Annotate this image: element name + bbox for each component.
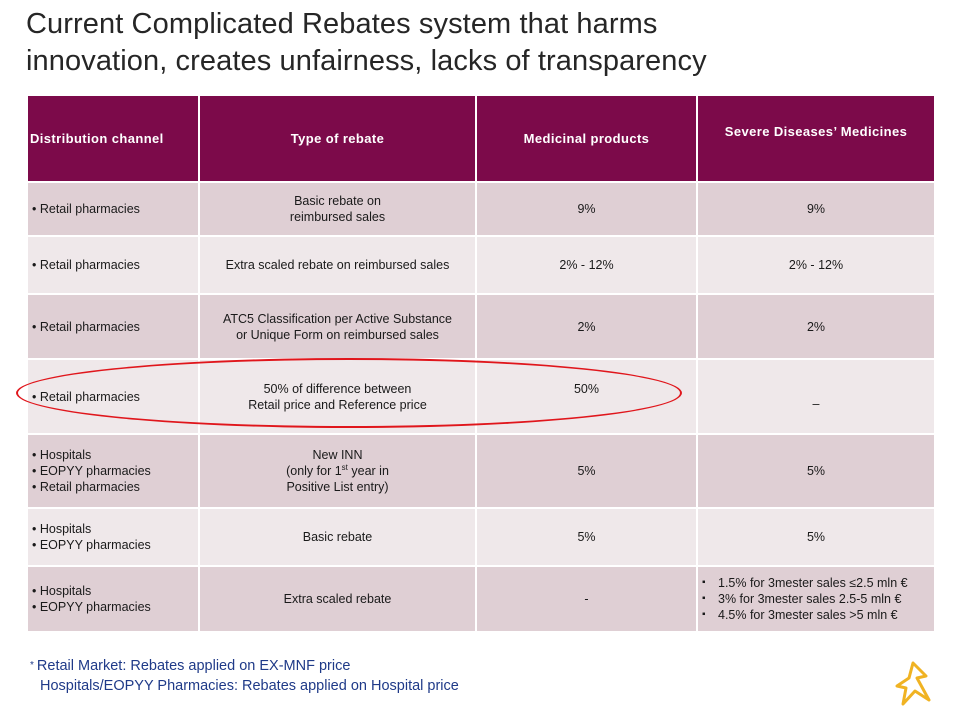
footnote-line-2: Hospitals/EOPYY Pharmacies: Rebates appl… [40,678,459,694]
severe-value: 5% [696,433,936,509]
rebate-type-text: year in [347,464,389,478]
table-row: • Retail pharmacies Extra scaled rebate … [26,235,936,295]
table-row: • Retail pharmacies 50% of difference be… [26,358,936,435]
slide-title: Current Complicated Rebates system that … [26,6,926,80]
table-row: • Hospitals • EOPYY pharmacies Extra sca… [26,565,936,633]
channel-item: • Retail pharmacies [32,389,140,404]
channel-item: • Retail pharmacies [32,202,140,216]
severe-value: 2% - 12% [696,235,936,295]
header-distribution-channel: Distribution channel [26,94,200,183]
channel-item: • Hospitals [32,522,92,536]
rebate-type-line: Extra scaled rebate on reimbursed sales [225,258,450,272]
severe-value: 9% [696,181,936,237]
rebate-type-line: (only for 1st year in [204,463,471,479]
scaled-rebate-tier: 3% for 3mester sales 2.5-5 mln € [702,591,930,607]
header-type-of-rebate: Type of rebate [198,94,477,183]
medicinal-value: - [475,565,698,633]
severe-value-list: 1.5% for 3mester sales ≤2.5 mln € 3% for… [696,565,936,633]
rebate-type-cell: ATC5 Classification per Active Substance… [198,293,477,360]
channel-cell: • Retail pharmacies [26,235,200,295]
channel-cell: • Retail pharmacies [26,293,200,360]
channel-item: • Retail pharmacies [32,480,140,494]
rebate-type-cell: 50% of difference between Retail price a… [198,358,477,435]
severe-value: 5% [696,507,936,567]
medicinal-value: 9% [475,181,698,237]
title-line-1: Current Complicated Rebates system that … [26,8,658,40]
rebate-type-line: Retail price and Reference price [248,397,427,412]
header-medicinal-products: Medicinal products [475,94,698,183]
rebate-type-line: Extra scaled rebate [283,592,392,606]
scaled-rebate-tier: 4.5% for 3mester sales >5 mln € [702,607,930,623]
rebate-type-cell: New INN (only for 1st year in Positive L… [198,433,477,509]
channel-cell: • Hospitals • EOPYY pharmacies [26,507,200,567]
footnote: * Retail Market: Rebates applied on EX-MN… [30,656,459,696]
channel-item: • EOPYY pharmacies [32,538,151,552]
medicinal-value: 5% [475,507,698,567]
rebate-type-cell: Basic rebate on reimbursed sales [198,181,477,237]
rebates-table: Distribution channel Type of rebate Medi… [26,94,936,633]
rebate-type-line: Basic rebate [302,530,373,544]
severe-value: 2% [696,293,936,360]
astrazeneca-symbol-icon [895,661,931,706]
ordinal-superscript: st [341,462,348,472]
rebate-type-cell: Extra scaled rebate [198,565,477,633]
channel-cell: • Retail pharmacies [26,181,200,237]
footnote-line-1: Retail Market: Rebates applied on EX-MNF… [36,658,351,674]
rebate-type-line: or Unique Form on reimbursed sales [236,327,439,342]
rebate-type-line: New INN [312,448,363,462]
channel-cell: • Hospitals • EOPYY pharmacies • Retail … [26,433,200,509]
channel-item: • Hospitals [32,448,92,462]
rebate-type-cell: Basic rebate [198,507,477,567]
rebate-type-line: ATC5 Classification per Active Substance [222,311,453,326]
scaled-rebate-tier: 1.5% for 3mester sales ≤2.5 mln € [702,575,930,591]
table-row: • Retail pharmacies ATC5 Classification … [26,293,936,360]
medicinal-value: 2% - 12% [475,235,698,295]
medicinal-value: 50% [475,358,698,435]
rebate-type-text: (only for 1 [286,464,342,478]
rebate-type-cell: Extra scaled rebate on reimbursed sales [198,235,477,295]
channel-item: • Hospitals [32,584,92,598]
severe-value: – [696,358,936,435]
rebate-type-line: Positive List entry) [286,480,389,494]
header-row: Distribution channel Type of rebate Medi… [26,94,936,183]
table-row: • Hospitals • EOPYY pharmacies Basic reb… [26,507,936,567]
rebate-type-line: 50% of difference between [263,381,412,396]
channel-item: • EOPYY pharmacies [32,464,151,478]
channel-item: • EOPYY pharmacies [32,600,151,614]
header-severe-diseases-medicines: Severe Diseases’ Medicines [696,94,936,183]
rebate-type-line: Basic rebate on [294,194,381,208]
table-row: • Hospitals • EOPYY pharmacies • Retail … [26,433,936,509]
footnote-asterisk: * [30,660,34,671]
rebate-type-line: reimbursed sales [289,210,386,224]
channel-cell: • Retail pharmacies [26,358,200,435]
channel-cell: • Hospitals • EOPYY pharmacies [26,565,200,633]
medicinal-value: 5% [475,433,698,509]
channel-item: • Retail pharmacies [32,319,140,334]
medicinal-value: 2% [475,293,698,360]
table-row: • Retail pharmacies Basic rebate on reim… [26,181,936,237]
title-line-2: innovation, creates unfairness, lacks of… [26,45,707,77]
channel-item: • Retail pharmacies [32,258,140,272]
